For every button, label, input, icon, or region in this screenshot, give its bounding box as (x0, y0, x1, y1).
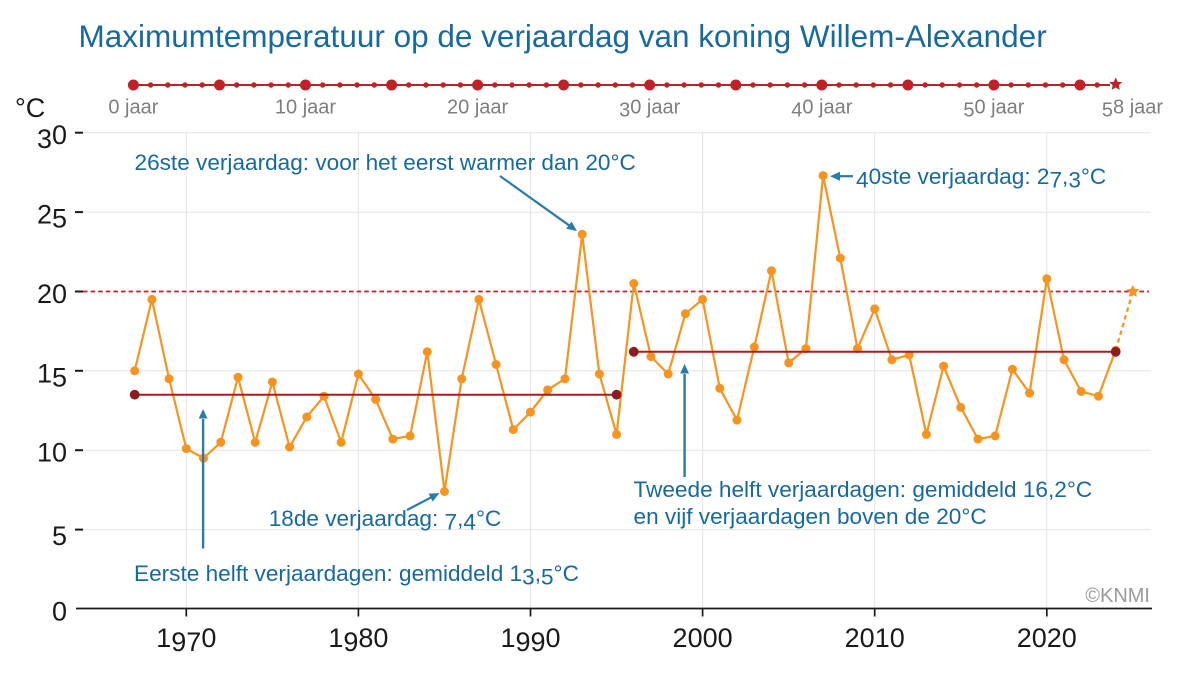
svg-text:0 jaar: 0 jaar (108, 97, 158, 119)
svg-text:15​: 15​ (37, 358, 67, 392)
svg-text:2000: 2000 (673, 623, 733, 653)
svg-text:4​0ste verjaardag: 27​,3​°C: 4​0ste verjaardag: 27​,3​°C (856, 164, 1106, 192)
svg-text:2020: 2020 (1017, 623, 1077, 653)
svg-text:5​0 jaar: 5​0 jaar (963, 97, 1024, 122)
svg-text:2010: 2010 (845, 623, 905, 653)
svg-text:20: 20 (37, 279, 67, 309)
svg-text:25​: 25​ (37, 200, 67, 234)
svg-text:3​0 jaar: 3​0 jaar (619, 97, 680, 122)
svg-text:Tweede helft verjaardagen: gem: Tweede helft verjaardagen: gemiddeld 16,… (634, 477, 1093, 502)
svg-text:©KNMI: ©KNMI (1085, 585, 1150, 607)
svg-text:5​: 5​ (52, 521, 67, 551)
svg-text:19​7​0: 19​7​0 (156, 623, 216, 657)
svg-text:19​80: 19​80 (328, 623, 388, 657)
svg-text:Maximumtemperatuur op de verja: Maximumtemperatuur op de verjaardag van … (79, 18, 1047, 54)
svg-text:3​0: 3​0 (37, 120, 67, 154)
svg-text:10 jaar: 10 jaar (275, 97, 336, 119)
svg-text:4​0 jaar: 4​0 jaar (791, 97, 852, 122)
svg-text:5​8 jaar: 5​8 jaar (1102, 97, 1163, 122)
svg-text:20 jaar: 20 jaar (447, 97, 508, 119)
svg-text:18de verjaardag: 7​,4​°C: 18de verjaardag: 7​,4​°C (269, 506, 502, 534)
svg-text:Eerste helft verjaardagen: gem: Eerste helft verjaardagen: gemiddeld 13​… (134, 561, 579, 589)
svg-text:19​9​0: 19​9​0 (500, 623, 560, 657)
svg-text:10: 10 (37, 438, 67, 468)
svg-text:°C: °C (15, 93, 45, 123)
svg-text:26ste verjaardag: voor het eer: 26ste verjaardag: voor het eerst warmer … (135, 150, 636, 175)
svg-text:en vijf verjaardagen boven de: en vijf verjaardagen boven de 20°C (634, 504, 987, 529)
svg-text:0: 0 (52, 597, 67, 627)
